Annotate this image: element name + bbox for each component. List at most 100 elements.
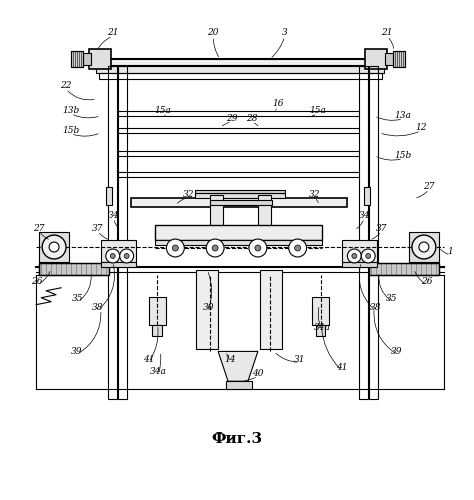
Circle shape: [249, 239, 267, 257]
Text: 1: 1: [448, 248, 454, 256]
Bar: [106, 188, 112, 206]
Bar: [39, 263, 109, 275]
Bar: [393, 51, 405, 67]
Circle shape: [206, 239, 224, 257]
Text: 15a: 15a: [154, 106, 171, 116]
Bar: [96, 66, 384, 73]
Text: 34: 34: [358, 210, 370, 220]
Circle shape: [419, 242, 429, 252]
Bar: [196, 270, 218, 349]
Text: 32: 32: [182, 190, 194, 199]
Text: 29: 29: [226, 114, 238, 124]
Circle shape: [361, 249, 375, 263]
Bar: [409, 232, 439, 262]
Bar: [101, 262, 136, 267]
Text: 27: 27: [423, 182, 435, 191]
Bar: [195, 194, 285, 198]
Bar: [101, 240, 136, 262]
Text: 39: 39: [71, 347, 82, 356]
Circle shape: [42, 235, 66, 259]
Text: 38: 38: [92, 303, 104, 312]
Text: 20: 20: [208, 28, 219, 37]
Text: 15b: 15b: [63, 126, 80, 135]
Bar: [369, 66, 378, 399]
Bar: [118, 66, 127, 399]
Circle shape: [212, 245, 218, 251]
Text: 35: 35: [386, 294, 398, 303]
Text: 21: 21: [382, 28, 393, 37]
Bar: [210, 196, 223, 230]
Text: 34a: 34a: [314, 323, 331, 332]
Bar: [195, 190, 285, 194]
Text: 38: 38: [369, 303, 381, 312]
Bar: [148, 296, 166, 324]
Bar: [316, 324, 326, 336]
Bar: [369, 263, 439, 275]
Bar: [89, 49, 111, 69]
Bar: [393, 51, 405, 67]
Bar: [96, 59, 384, 66]
Text: 28: 28: [246, 114, 258, 124]
Circle shape: [106, 249, 120, 263]
Bar: [342, 240, 377, 262]
Text: 12: 12: [415, 123, 427, 132]
Bar: [81, 53, 91, 65]
Bar: [210, 200, 272, 205]
Circle shape: [289, 239, 307, 257]
Circle shape: [166, 239, 184, 257]
Circle shape: [173, 245, 178, 251]
Text: 40: 40: [252, 369, 264, 378]
Bar: [153, 324, 163, 336]
Text: 15a: 15a: [309, 106, 326, 116]
Bar: [99, 73, 382, 79]
Bar: [260, 270, 282, 349]
Text: 13a: 13a: [394, 112, 411, 120]
Text: 13b: 13b: [63, 106, 80, 116]
Circle shape: [49, 242, 59, 252]
Text: 30: 30: [202, 303, 214, 312]
Text: 27: 27: [33, 224, 45, 232]
Text: 15b: 15b: [394, 151, 411, 160]
Text: 26: 26: [31, 278, 43, 286]
Bar: [39, 232, 69, 262]
Text: 37: 37: [375, 224, 387, 232]
Text: 41: 41: [143, 355, 154, 364]
Circle shape: [352, 254, 357, 258]
Text: 39: 39: [392, 347, 403, 356]
Polygon shape: [218, 352, 258, 381]
Circle shape: [124, 254, 129, 258]
Bar: [155, 240, 322, 245]
Circle shape: [255, 245, 261, 251]
Text: 21: 21: [107, 28, 118, 37]
Text: 3: 3: [282, 28, 288, 37]
Text: 35: 35: [72, 294, 84, 303]
Bar: [359, 66, 368, 399]
Circle shape: [412, 235, 436, 259]
Circle shape: [110, 254, 115, 258]
Bar: [71, 51, 83, 67]
Bar: [39, 263, 109, 275]
Bar: [365, 49, 387, 69]
Bar: [155, 225, 322, 240]
Bar: [71, 51, 83, 67]
Text: Фиг.3: Фиг.3: [211, 432, 263, 446]
Text: 22: 22: [60, 82, 72, 90]
Text: 31: 31: [294, 355, 305, 364]
Bar: [369, 263, 439, 275]
Bar: [258, 196, 271, 230]
Text: 14: 14: [224, 355, 236, 364]
Bar: [364, 188, 370, 206]
Bar: [385, 53, 395, 65]
Bar: [108, 66, 117, 399]
Text: 26: 26: [421, 278, 433, 286]
Bar: [131, 198, 347, 207]
Circle shape: [120, 249, 134, 263]
Bar: [311, 296, 329, 324]
Text: 34a: 34a: [150, 367, 167, 376]
Bar: [226, 381, 252, 389]
Text: 32: 32: [309, 190, 320, 199]
Text: 34: 34: [108, 210, 119, 220]
Text: 41: 41: [336, 363, 347, 372]
Text: 16: 16: [272, 100, 283, 108]
Bar: [342, 262, 377, 267]
